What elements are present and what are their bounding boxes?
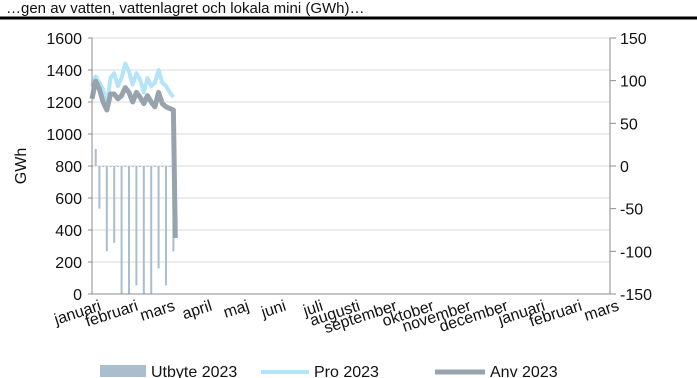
y-tick-label: 1000 <box>46 127 82 144</box>
utbyte-bar <box>153 166 156 167</box>
utbyte-bar <box>109 166 112 167</box>
x-tick-label: juni <box>258 298 288 322</box>
utbyte-bar <box>150 166 153 294</box>
legend: Utbyte 2023 Pro 2023 Anv 2023 <box>100 364 558 378</box>
utbyte-bar <box>161 166 164 167</box>
utbyte-bar <box>94 148 97 166</box>
utbyte-bar <box>131 166 134 167</box>
utbyte-bar <box>139 166 142 167</box>
header-text: …gen av vatten, vattenlagret och lokala … <box>6 0 365 17</box>
y-tick-label: 1200 <box>46 95 82 112</box>
y-tick-label: 200 <box>55 255 82 272</box>
y-tick-label: 600 <box>55 191 82 208</box>
y-tick-label: 1600 <box>46 31 82 48</box>
x-tick-label: mars <box>582 298 621 325</box>
y-right-tick-label: 100 <box>620 74 647 91</box>
y-right-tick-label: -150 <box>620 287 652 304</box>
y-right-tick-label: -100 <box>620 244 652 261</box>
y-tick-label: 400 <box>55 223 82 240</box>
legend-label: Anv 2023 <box>490 364 558 378</box>
y-tick-label: 1400 <box>46 63 82 80</box>
y-right-tick-label: -50 <box>620 202 643 219</box>
legend-label: Utbyte 2023 <box>151 364 237 378</box>
y-tick-label: 0 <box>73 287 82 304</box>
pro-2023-line <box>90 61 175 108</box>
x-tick-label: mars <box>138 298 177 325</box>
y-right-tick-label: 150 <box>620 31 647 48</box>
utbyte-bar <box>120 166 123 294</box>
x-tick-label: april <box>180 298 214 324</box>
utbyte-bar <box>102 166 105 167</box>
y-axis-right-ticks: -150 -100 -50 0 50 100 150 <box>610 31 652 304</box>
y-axis-left-ticks: 0 200 400 600 800 1000 1200 1400 1600 <box>46 31 92 304</box>
utbyte-bar <box>116 166 119 167</box>
utbyte-bar <box>142 166 145 294</box>
utbyte-bar <box>164 166 168 286</box>
y-tick-label: 800 <box>55 159 82 176</box>
x-tick-label: juli <box>300 298 325 321</box>
y-right-tick-label: 0 <box>620 159 629 176</box>
utbyte-bar <box>124 166 127 167</box>
utbyte-bar <box>98 166 101 209</box>
legend-label: Pro 2023 <box>314 364 379 378</box>
legend-swatch-utbyte <box>100 365 146 377</box>
utbyte-bar <box>135 166 138 286</box>
utbyte-bar <box>105 166 108 252</box>
utbyte-bar <box>113 166 116 243</box>
anv-2023-line <box>89 78 178 239</box>
utbyte-bar <box>157 166 160 269</box>
utbyte-bar <box>127 166 131 294</box>
y-axis-title: GWh <box>13 148 30 184</box>
y-right-tick-label: 50 <box>620 116 638 133</box>
utbyte-bar <box>146 166 149 167</box>
utbyte-bar <box>168 166 171 167</box>
x-tick-label: maj <box>221 298 251 322</box>
utbyte-bars <box>90 148 175 294</box>
series-lines <box>89 61 178 239</box>
